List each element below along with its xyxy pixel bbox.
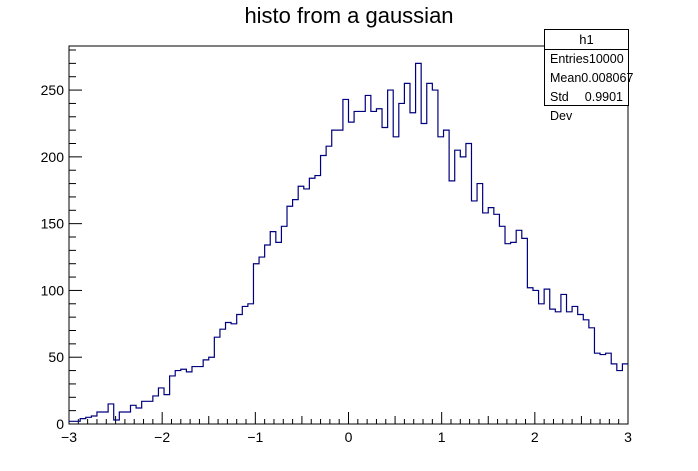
stats-row-entries: Entries 10000 — [545, 50, 628, 69]
y-tick-label: 0 — [56, 416, 64, 432]
y-tick-label: 200 — [41, 149, 65, 165]
x-tick-label: −1 — [247, 429, 263, 445]
x-axis: −3 −2 −1 0 1 2 3 — [61, 412, 632, 445]
stats-title: h1 — [545, 30, 628, 50]
y-tick-label: 250 — [41, 82, 65, 98]
stats-row-mean: Mean 0.008067 — [545, 69, 633, 88]
y-axis: 0 50 100 150 200 250 — [41, 49, 82, 432]
histogram-series — [69, 62, 628, 422]
stats-stddev-value: 0.9901 — [584, 90, 623, 104]
chart-title: histo from a gaussian — [244, 3, 454, 28]
y-tick-label: 150 — [41, 216, 65, 232]
stats-mean-value: 0.008067 — [581, 71, 634, 85]
stats-entries-value: 10000 — [588, 52, 624, 66]
x-tick-label: 0 — [345, 429, 353, 445]
x-tick-label: 2 — [531, 429, 539, 445]
y-tick-label: 100 — [41, 282, 65, 298]
stats-box: h1 Entries 10000 Mean 0.008067 Std Dev 0… — [544, 29, 633, 123]
stats-mean-label: Mean — [550, 71, 582, 85]
x-tick-label: 1 — [438, 429, 446, 445]
x-tick-label: −2 — [154, 429, 170, 445]
stats-entries-label: Entries — [550, 52, 589, 66]
x-tick-label: 3 — [624, 429, 632, 445]
stats-row-stddev: Std Dev 0.9901 — [545, 88, 628, 123]
stats-stddev-label: Std Dev — [550, 90, 573, 123]
x-tick-label: −3 — [61, 429, 77, 445]
y-tick-label: 50 — [48, 349, 64, 365]
